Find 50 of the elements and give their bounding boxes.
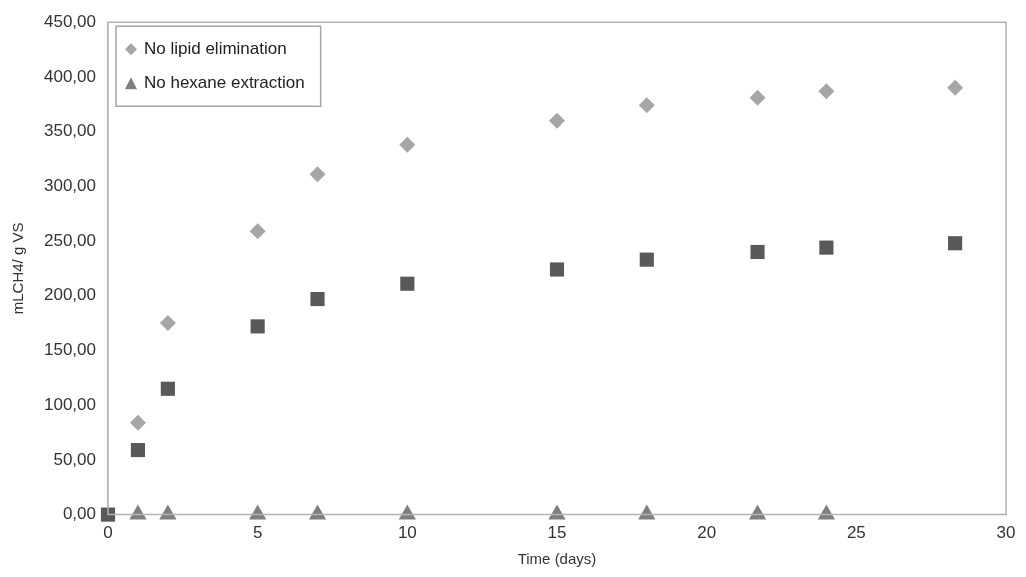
point <box>750 244 765 260</box>
legend-label: No hexane extraction <box>144 72 305 92</box>
point <box>549 112 565 129</box>
point <box>398 504 416 520</box>
point <box>249 223 266 240</box>
point <box>129 414 146 431</box>
point <box>159 504 177 520</box>
y-tick-label: 350,00 <box>44 121 96 141</box>
y-axis-title: mLCH4/ g VS <box>9 222 27 315</box>
point <box>130 442 145 458</box>
point <box>400 276 415 291</box>
point <box>817 504 836 520</box>
x-tick-label: 25 <box>846 523 866 543</box>
point <box>638 504 656 520</box>
point <box>948 236 963 251</box>
point <box>549 262 565 277</box>
point <box>160 381 175 396</box>
point <box>638 97 655 114</box>
x-tick-label: 5 <box>252 523 263 543</box>
point <box>129 504 147 520</box>
point <box>249 504 267 520</box>
x-axis-title: Time (days) <box>517 550 597 568</box>
point <box>818 83 835 100</box>
point <box>749 89 766 106</box>
legend-label: No lipid elimination <box>144 38 287 58</box>
x-tick-label: 0 <box>103 523 113 543</box>
point <box>748 504 767 520</box>
point <box>639 252 654 267</box>
point <box>159 315 176 332</box>
x-tick-label: 30 <box>996 523 1016 543</box>
x-tick-label: 10 <box>397 523 417 543</box>
point <box>250 319 265 334</box>
point <box>308 504 327 520</box>
point <box>548 504 566 520</box>
x-tick-label: 20 <box>697 523 717 543</box>
y-tick-label: 200,00 <box>44 285 96 305</box>
point <box>947 79 964 96</box>
x-tick-label: 15 <box>547 523 567 543</box>
y-tick-label: 150,00 <box>44 340 96 360</box>
y-tick-label: 400,00 <box>44 66 96 86</box>
point <box>819 240 834 255</box>
point <box>310 291 325 307</box>
point <box>399 136 416 153</box>
y-tick-label: 100,00 <box>44 394 96 414</box>
y-tick-label: 250,00 <box>44 230 96 250</box>
y-tick-label: 450,00 <box>44 11 96 31</box>
point <box>309 166 326 183</box>
y-tick-label: 300,00 <box>44 176 96 196</box>
y-tick-label: 0,00 <box>62 504 96 524</box>
y-tick-label: 50,00 <box>53 449 96 469</box>
